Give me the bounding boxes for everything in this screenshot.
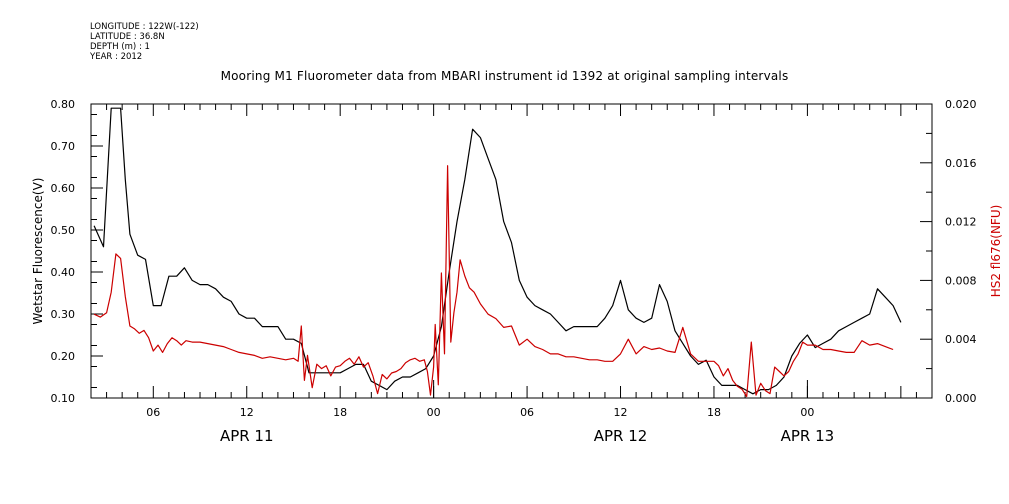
meta-year-value: 2012 [120, 52, 143, 62]
meta-year-label: YEAR [90, 52, 113, 62]
y-left-tick-label: 0.30 [51, 308, 76, 321]
x-tick-label: 18 [707, 406, 721, 419]
meta-latitude-label: LATITUDE [90, 32, 132, 42]
x-tick-label: 00 [800, 406, 814, 419]
meta-longitude-value: 122W(-122) [148, 22, 199, 32]
y-right-tick-label: 0.008 [945, 274, 977, 287]
x-tick-label: 06 [146, 406, 160, 419]
metadata-block: LONGITUDE : 122W(-122) LATITUDE : 36.8N … [90, 22, 199, 62]
meta-depth: DEPTH (m) : 1 [90, 42, 150, 52]
meta-latitude: LATITUDE : 36.8N [90, 32, 165, 42]
plot-frame [90, 103, 933, 399]
axis-ticks [90, 103, 933, 399]
y-left-tick-label: 0.10 [51, 392, 76, 405]
y-left-label: Wetstar Fluorescence(V) [31, 178, 45, 325]
x-tick-label: 18 [333, 406, 347, 419]
y-right-label: HS2 fl676(NFU) [989, 205, 1003, 298]
y-left-tick-label: 0.20 [51, 350, 76, 363]
chart-title: Mooring M1 Fluorometer data from MBARI i… [220, 69, 789, 83]
y-left-tick-label: 0.50 [51, 224, 76, 237]
meta-longitude: LONGITUDE : 122W(-122) [90, 22, 199, 32]
meta-latitude-value: 36.8N [139, 32, 165, 42]
meta-longitude-label: LONGITUDE [90, 22, 140, 32]
meta-depth-value: 1 [144, 42, 150, 52]
y-left-tick-label: 0.80 [51, 98, 76, 111]
y-right-tick-label: 0.004 [945, 333, 977, 346]
axis-labels: 06 12 18 00 06 12 18 00 APR 11 APR 12 APR 13 0.10 0.… [51, 98, 977, 445]
x-date-label: APR 11 [220, 427, 274, 445]
x-date-label: APR 12 [594, 427, 648, 445]
x-date-label: APR 13 [781, 427, 835, 445]
y-right-tick-label: 0.012 [945, 216, 977, 229]
x-tick-label: 00 [427, 406, 441, 419]
y-right-tick-label: 0.020 [945, 98, 977, 111]
y-left-tick-label: 0.40 [51, 266, 76, 279]
y-right-tick-label: 0.000 [945, 392, 977, 405]
series-lines [93, 107, 902, 398]
x-tick-label: 12 [614, 406, 628, 419]
y-right-tick-label: 0.016 [945, 157, 977, 170]
series-line-fluorescence [93, 107, 902, 395]
meta-year: YEAR : 2012 [90, 52, 143, 62]
meta-depth-label: DEPTH (m) [90, 42, 137, 52]
y-left-tick-label: 0.60 [51, 182, 76, 195]
y-left-tick-label: 0.70 [51, 140, 76, 153]
x-tick-label: 06 [520, 406, 534, 419]
x-tick-label: 12 [240, 406, 254, 419]
series-line-hs2 [93, 165, 894, 398]
